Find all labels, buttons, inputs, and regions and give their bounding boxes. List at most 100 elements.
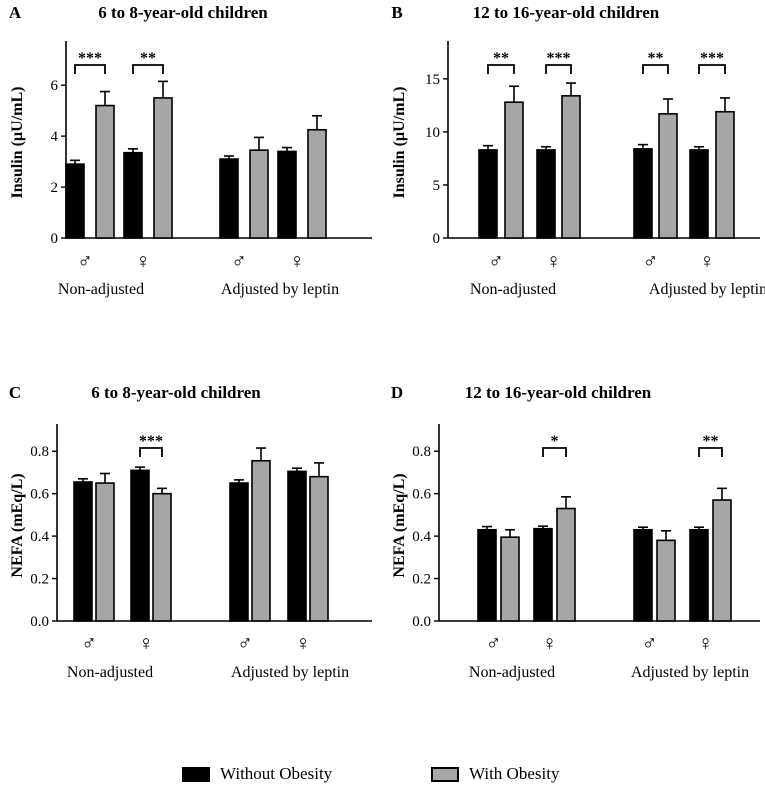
- bar-with-obesity: [95, 104, 115, 239]
- bar-without-obesity: [533, 527, 553, 622]
- y-tick-label: 0: [51, 231, 59, 247]
- bar-with-obesity: [153, 97, 173, 239]
- y-tick-label: 0.6: [30, 487, 49, 503]
- category-label: ♂: [77, 249, 93, 273]
- legend-swatch-without-obesity: [182, 766, 210, 782]
- category-label: ♀: [295, 631, 311, 655]
- significance-marker: ***: [78, 50, 102, 67]
- group-label: Non-adjusted: [58, 281, 144, 298]
- significance-bracket: [487, 64, 515, 74]
- significance-bracket: [545, 64, 572, 74]
- category-label: ♂: [642, 631, 658, 655]
- category-label: ♀: [135, 249, 151, 273]
- category-label: ♀: [289, 249, 305, 273]
- group-label: Non-adjusted: [470, 281, 556, 298]
- bar-without-obesity: [633, 528, 653, 622]
- significance-marker: **: [648, 50, 664, 67]
- group-label: Adjusted by leptin: [231, 664, 349, 681]
- category-label: ♂: [488, 249, 504, 273]
- chart-title: 6 to 8-year-old children: [98, 3, 268, 22]
- y-tick-label: 0.0: [412, 614, 431, 630]
- category-label: ♂: [81, 631, 97, 655]
- bar-without-obesity: [130, 469, 150, 622]
- y-tick-label: 6: [51, 78, 59, 94]
- y-tick-label: 0.8: [30, 444, 49, 460]
- chart-title: 6 to 8-year-old children: [91, 383, 261, 402]
- category-label: ♀: [138, 631, 154, 655]
- chart-title: 12 to 16-year-old children: [473, 3, 660, 22]
- y-tick-label: 0.6: [412, 487, 431, 503]
- legend-swatch-with-obesity: [431, 766, 459, 782]
- bar-with-obesity: [658, 113, 678, 239]
- panel-letter: B: [391, 3, 402, 22]
- panel-letter: A: [9, 3, 22, 22]
- significance-bracket: [542, 447, 567, 457]
- bar-with-obesity: [504, 101, 524, 239]
- group-label: Adjusted by leptin: [221, 281, 339, 298]
- category-label: ♂: [231, 249, 247, 273]
- bar-without-obesity: [287, 470, 307, 622]
- y-axis-label: NEFA (mEq/L): [391, 473, 408, 577]
- group-label: Adjusted by leptin: [631, 664, 749, 681]
- chart-panel-a: A 6 to 8-year-old children Insulin (µU/mL)…: [9, 3, 372, 298]
- y-tick-label: 0.2: [30, 572, 49, 588]
- y-tick-label: 10: [425, 125, 440, 141]
- bar-without-obesity: [277, 150, 297, 239]
- bar-with-obesity: [656, 539, 676, 622]
- bar-without-obesity: [73, 481, 93, 622]
- panel-letter: C: [9, 383, 21, 402]
- category-label: ♀: [546, 249, 562, 273]
- y-tick-label: 4: [51, 129, 59, 145]
- y-axis-label: Insulin (µU/mL): [9, 87, 26, 199]
- bar-with-obesity: [712, 499, 732, 622]
- category-label: ♂: [486, 631, 502, 655]
- legend-label-without-obesity: Without Obesity: [220, 764, 333, 783]
- legend-item-without-obesity: Without Obesity: [182, 764, 332, 784]
- bar-with-obesity: [251, 459, 271, 622]
- group-label: Non-adjusted: [469, 664, 555, 681]
- group-label: Non-adjusted: [67, 664, 153, 681]
- legend-label-with-obesity: With Obesity: [469, 764, 560, 783]
- group-label: Adjusted by leptin: [649, 281, 765, 298]
- y-tick-label: 0.8: [412, 444, 431, 460]
- y-axis-label: NEFA (mEq/L): [9, 473, 26, 577]
- legend: Without Obesity With Obesity: [0, 762, 765, 790]
- significance-bracket: [698, 64, 726, 74]
- bar-without-obesity: [219, 158, 239, 239]
- significance-marker: ***: [700, 50, 724, 67]
- bar-without-obesity: [478, 149, 498, 239]
- chart-panel-b: B 12 to 16-year-old children Insulin (µU/m…: [391, 3, 765, 298]
- bar-with-obesity: [95, 482, 115, 622]
- significance-bracket: [698, 447, 723, 457]
- bar-with-obesity: [556, 507, 576, 622]
- bar-with-obesity: [500, 536, 520, 622]
- y-tick-label: 0.4: [412, 529, 431, 545]
- bar-without-obesity: [536, 149, 556, 239]
- legend-item-with-obesity: With Obesity: [431, 764, 559, 784]
- bar-with-obesity: [249, 149, 269, 239]
- significance-marker: ***: [547, 50, 571, 67]
- significance-marker: ***: [139, 433, 163, 450]
- significance-marker: *: [551, 433, 559, 450]
- category-label: ♂: [643, 249, 659, 273]
- category-label: ♀: [698, 631, 714, 655]
- bar-without-obesity: [123, 151, 143, 239]
- bar-with-obesity: [309, 475, 329, 622]
- bar-with-obesity: [307, 128, 327, 239]
- bar-with-obesity: [152, 492, 172, 622]
- bar-without-obesity: [65, 163, 85, 239]
- y-tick-label: 2: [51, 180, 59, 196]
- bar-with-obesity: [561, 95, 581, 239]
- y-tick-label: 15: [425, 72, 440, 88]
- significance-marker: **: [493, 50, 509, 67]
- category-label: ♂: [237, 631, 253, 655]
- y-tick-label: 5: [433, 178, 441, 194]
- significance-marker: **: [703, 433, 719, 450]
- bar-with-obesity: [715, 110, 735, 239]
- chart-panel-c: C 6 to 8-year-old children NEFA (mEq/L) 0.0…: [9, 383, 372, 681]
- bar-without-obesity: [229, 482, 249, 622]
- bar-without-obesity: [477, 528, 497, 622]
- panel-letter: D: [391, 383, 403, 402]
